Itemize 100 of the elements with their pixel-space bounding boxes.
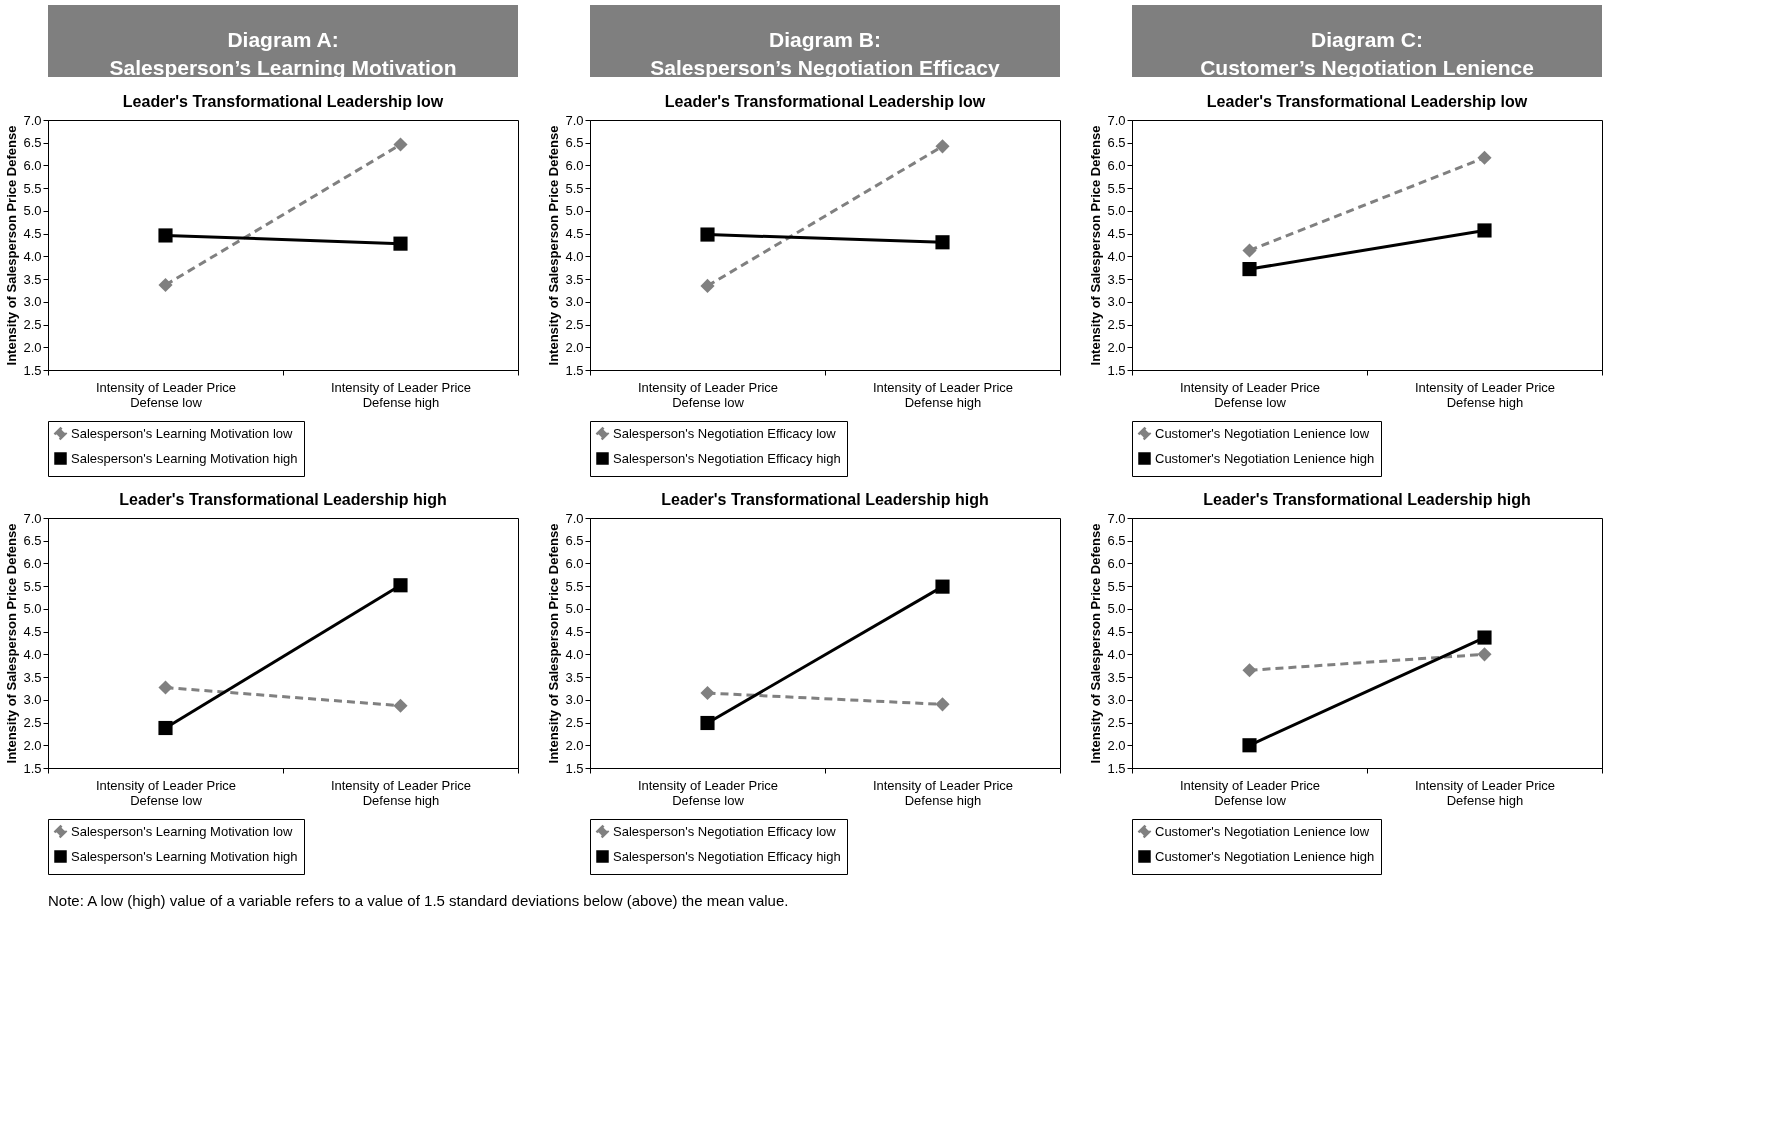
- x-tick-label: Intensity of Leader Price Defense high: [330, 777, 472, 808]
- text: Diagram A: Salesperson’s Learning Motivation: [109, 28, 457, 79]
- legend-label: Salesperson's Learning Motivation high: [71, 848, 298, 864]
- y-tick-label: 4.0: [565, 248, 584, 264]
- y-tick-label: 3.0: [23, 294, 42, 310]
- chart-title: Leader's Transformational Leadership high: [119, 491, 447, 508]
- y-tick-label: 5.0: [23, 601, 42, 617]
- x-tick-label: Intensity of Leader Price Defense high: [330, 379, 472, 410]
- y-tick-label: 5.0: [23, 203, 42, 219]
- chart-title: Leader's Transformational Leadership high: [1203, 491, 1531, 508]
- y-tick-label: 4.0: [23, 248, 42, 264]
- x-tick-label: Intensity of Leader Price Defense high: [872, 379, 1014, 410]
- y-tick-label: 7.0: [1107, 510, 1126, 526]
- point: [1242, 663, 1257, 678]
- point: [393, 578, 408, 593]
- y-tick-label: 7.0: [1107, 112, 1126, 128]
- legend-label: Customer's Negotiation Lenience high: [1155, 848, 1375, 864]
- y-tick-label: 3.0: [565, 294, 584, 310]
- x-tick-label: Intensity of Leader Price Defense low: [95, 777, 237, 808]
- legend-label: Customer's Negotiation Lenience low: [1155, 823, 1370, 839]
- point: [1477, 630, 1492, 645]
- point: [1242, 738, 1257, 753]
- y-tick-label: 2.0: [23, 339, 42, 355]
- y-tick-label: 6.0: [23, 157, 42, 173]
- y-tick-label: 3.5: [565, 271, 584, 287]
- x-tick-label: Intensity of Leader Price Defense low: [637, 777, 779, 808]
- y-axis-title: Intensity of Salesperson Price Defense: [4, 125, 20, 366]
- legend-label: Salesperson's Negotiation Efficacy low: [613, 823, 837, 839]
- y-tick-label: 3.0: [23, 692, 42, 708]
- y-tick-label: 2.0: [565, 339, 584, 355]
- y-tick-label: 2.5: [565, 317, 584, 333]
- y-tick-label: 3.0: [1107, 294, 1126, 310]
- y-tick-label: 7.0: [23, 510, 42, 526]
- chart-title: Leader's Transformational Leadership low: [122, 93, 444, 110]
- y-tick-label: 6.5: [565, 135, 584, 151]
- legend-label: Salesperson's Negotiation Efficacy high: [613, 450, 841, 466]
- y-tick-label: 3.5: [565, 669, 584, 685]
- y-tick-label: 6.0: [565, 157, 584, 173]
- y-tick-label: 2.0: [565, 737, 584, 753]
- y-tick-label: 2.0: [1107, 339, 1126, 355]
- y-axis-title: Intensity of Salesperson Price Defense: [1088, 125, 1104, 366]
- y-tick-label: 4.5: [565, 624, 584, 640]
- point: [158, 720, 173, 736]
- y-tick-label: 5.5: [23, 578, 42, 594]
- point: [700, 227, 715, 242]
- chart-title: Leader's Transformational Leadership low: [664, 93, 986, 110]
- legend-label: Salesperson's Learning Motivation high: [71, 450, 298, 466]
- point: [393, 698, 408, 713]
- y-tick-label: 1.5: [565, 362, 584, 378]
- x-tick-label: Intensity of Leader Price Defense low: [1179, 777, 1321, 808]
- point: [700, 685, 715, 701]
- x-tick-label: Intensity of Leader Price Defense low: [637, 379, 779, 410]
- legend-label: Salesperson's Negotiation Efficacy low: [613, 425, 837, 441]
- y-tick-label: 6.0: [1107, 157, 1126, 173]
- legend-label: Customer's Negotiation Lenience low: [1155, 425, 1370, 441]
- x-tick-label: Intensity of Leader Price Defense high: [1414, 777, 1556, 808]
- point: [393, 236, 408, 251]
- y-tick-label: 1.5: [23, 362, 42, 378]
- y-tick-label: 5.5: [1107, 180, 1126, 196]
- point: [1477, 223, 1492, 238]
- y-tick-label: 7.0: [565, 510, 584, 526]
- y-tick-label: 3.0: [565, 692, 584, 708]
- y-axis-title: Intensity of Salesperson Price Defense: [1088, 523, 1104, 764]
- point: [1242, 243, 1257, 258]
- point: [158, 228, 173, 243]
- point: [393, 137, 408, 152]
- y-tick-label: 5.0: [1107, 203, 1126, 219]
- chart-title: Leader's Transformational Leadership high: [661, 491, 989, 508]
- y-tick-label: 4.5: [1107, 624, 1126, 640]
- y-tick-label: 4.0: [1107, 646, 1126, 662]
- y-tick-label: 6.5: [565, 533, 584, 549]
- point: [158, 680, 173, 695]
- y-tick-label: 6.5: [1107, 533, 1126, 549]
- y-tick-label: 5.5: [23, 180, 42, 196]
- legend-label: Salesperson's Negotiation Efficacy high: [613, 848, 841, 864]
- y-tick-label: 1.5: [1107, 760, 1126, 776]
- y-tick-label: 5.0: [1107, 601, 1126, 617]
- point: [1477, 150, 1492, 165]
- text: Diagram C: Customer’s Negotiation Lenience: [1200, 28, 1534, 79]
- y-tick-label: 3.5: [1107, 669, 1126, 685]
- point: [935, 235, 950, 250]
- y-tick-label: 6.5: [1107, 135, 1126, 151]
- y-tick-label: 6.5: [23, 135, 42, 151]
- text: Note: A low (high) value of a variable refers to a value of 1.5 standard deviations below (above) the mean value.: [48, 892, 789, 909]
- y-tick-label: 2.0: [23, 737, 42, 753]
- x-tick-label: Intensity of Leader Price Defense high: [872, 777, 1014, 808]
- y-axis-title: Intensity of Salesperson Price Defense: [546, 125, 562, 366]
- point: [1477, 647, 1492, 662]
- x-tick-label: Intensity of Leader Price Defense high: [1414, 379, 1556, 410]
- y-tick-label: 3.5: [23, 669, 42, 685]
- y-axis-title: Intensity of Salesperson Price Defense: [546, 523, 562, 764]
- y-tick-label: 6.0: [1107, 555, 1126, 571]
- y-tick-label: 2.5: [23, 715, 42, 731]
- y-tick-label: 4.5: [23, 226, 42, 242]
- y-tick-label: 4.5: [1107, 226, 1126, 242]
- y-tick-label: 5.5: [565, 180, 584, 196]
- legend-label: Salesperson's Learning Motivation low: [71, 823, 294, 839]
- y-axis-title: Intensity of Salesperson Price Defense: [4, 523, 20, 764]
- y-tick-label: 5.0: [565, 601, 584, 617]
- y-tick-label: 4.5: [23, 624, 42, 640]
